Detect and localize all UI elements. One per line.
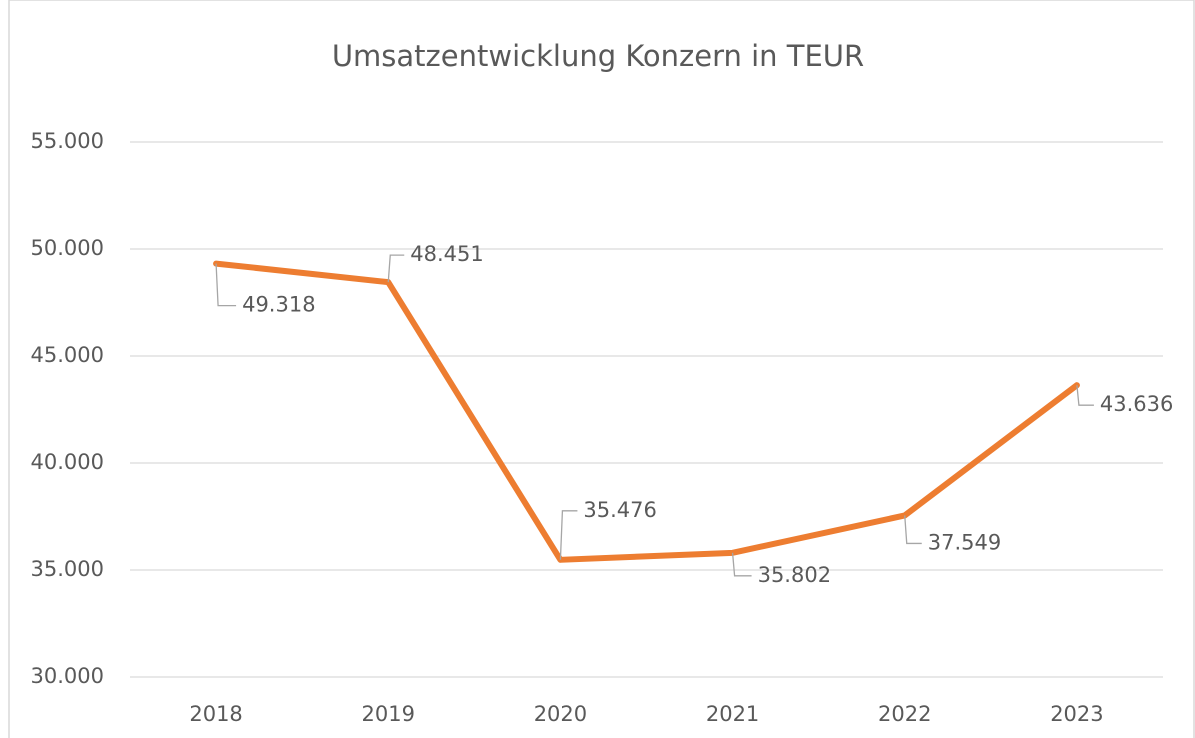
data-label: 35.802: [758, 563, 831, 587]
y-tick-label: 50.000: [31, 236, 104, 260]
leader-line: [559, 510, 578, 560]
data-label: 43.636: [1100, 392, 1173, 416]
y-tick-label: 35.000: [31, 557, 104, 581]
data-label: 49.318: [242, 293, 315, 317]
y-tick-label: 55.000: [31, 129, 104, 153]
data-label: 48.451: [410, 242, 483, 266]
x-tick-label: 2023: [1050, 702, 1103, 726]
data-line: [213, 260, 1080, 563]
y-tick-label: 30.000: [31, 664, 104, 688]
y-tick-label: 40.000: [31, 450, 104, 474]
y-tick-label: 45.000: [31, 343, 104, 367]
x-tick-label: 2021: [706, 702, 759, 726]
x-tick-label: 2020: [534, 702, 587, 726]
x-tick-label: 2022: [878, 702, 931, 726]
x-tick-label: 2018: [189, 702, 242, 726]
leader-line: [1076, 385, 1094, 406]
data-label: 37.549: [928, 530, 1001, 554]
leader-line: [731, 552, 752, 577]
leader-line: [387, 254, 405, 283]
leader-line: [904, 515, 922, 545]
leader-line: [215, 263, 237, 307]
chart-border: [8, 0, 1195, 738]
chart-title: Umsatzentwicklung Konzern in TEUR: [332, 39, 864, 73]
x-tick-label: 2019: [362, 702, 415, 726]
data-label: 35.476: [583, 498, 656, 522]
